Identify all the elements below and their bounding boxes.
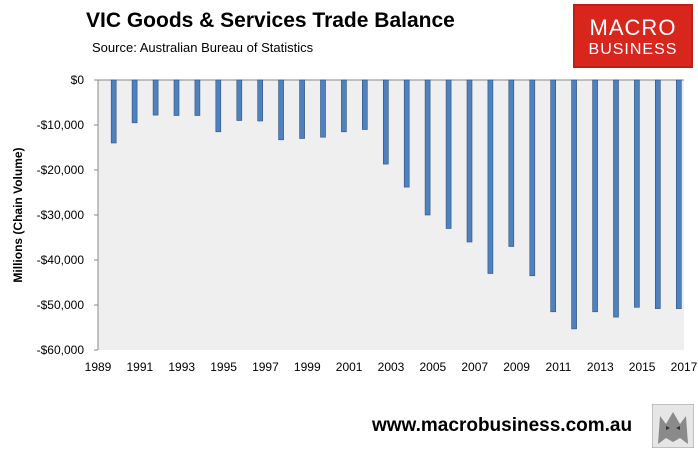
bar [654,79,661,309]
macrobusiness-logo: MACRO BUSINESS [573,4,693,68]
bar [236,79,243,121]
bar [131,79,138,124]
bar [257,79,264,122]
bar [361,79,368,130]
x-tick-label: 2003 [378,360,405,374]
bar [215,79,222,133]
x-tick-label: 2001 [336,360,363,374]
x-tick-label: 2009 [503,360,530,374]
plot-area [98,80,684,350]
bar [466,79,473,243]
wolf-icon [652,404,694,448]
y-axis-label: Millions (Chain Volume) [11,147,25,282]
bar [341,79,347,133]
bar [110,79,117,144]
bar [173,79,180,116]
bar [424,79,431,216]
bar [194,79,201,116]
x-tick-label: 1995 [210,360,237,374]
x-tick-label: 2005 [420,360,447,374]
bar [508,79,515,247]
bar [278,79,284,141]
bar [445,79,452,229]
bar [487,79,494,274]
bar [152,79,159,116]
chart-title: VIC Goods & Services Trade Balance [86,9,455,32]
bar [550,79,557,313]
x-ticks-group: 1989 1991 1993 1995 1997 1999 2001 2003 2005 2007… [85,360,698,374]
bar [675,79,682,309]
bar [299,79,305,139]
website-url: www.macrobusiness.com.au [372,415,633,436]
y-ticks-group: $0 -$10,000 -$20,000 -$30,000 -$40,000 -$50,0… [37,73,98,357]
x-tick-label: 2011 [546,360,572,374]
x-tick-label: 1993 [168,360,195,374]
bars-group [110,79,682,330]
y-tick-label: $0 [71,73,85,87]
logo-line-macro: MACRO [589,15,677,40]
x-tick-label: 2013 [587,360,614,374]
x-tick-label: 2017 [671,360,698,374]
bar [571,79,577,330]
bar [382,79,389,165]
y-tick-label: -$30,000 [37,208,85,222]
bar [320,79,326,138]
trade-balance-chart: $0 -$10,000 -$20,000 -$30,000 -$40,000 -$50,0… [11,73,698,374]
bar [592,79,598,313]
x-tick-label: 1999 [294,360,321,374]
x-tick-label: 1989 [85,360,112,374]
y-tick-label: -$10,000 [37,118,85,132]
bar [403,79,410,188]
bar [613,79,619,318]
chart-source: Source: Australian Bureau of Statistics [92,40,314,55]
y-tick-label: -$60,000 [37,343,85,357]
x-tick-label: 2007 [461,360,488,374]
bar [634,79,640,308]
y-tick-label: -$50,000 [37,298,85,312]
x-tick-label: 1997 [252,360,279,374]
logo-line-business: BUSINESS [588,41,678,58]
bar [529,79,536,277]
x-tick-label: 1991 [127,360,154,374]
y-tick-label: -$20,000 [37,163,85,177]
x-tick-label: 2015 [629,360,656,374]
y-tick-label: -$40,000 [37,253,85,267]
